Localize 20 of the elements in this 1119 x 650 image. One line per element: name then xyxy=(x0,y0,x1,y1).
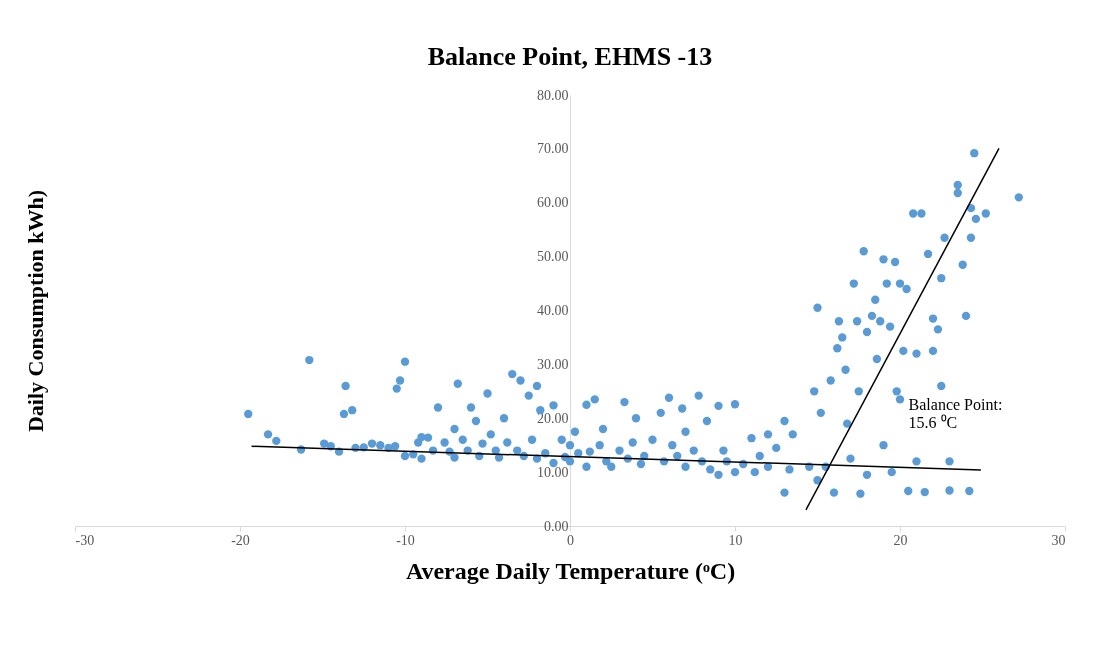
x-tick-label: 20 xyxy=(893,532,908,548)
x-axis-title: Average Daily Temperature (ᵒC) xyxy=(405,557,736,584)
y-tick-label: 10.00 xyxy=(537,464,569,480)
x-tick-label: 0 xyxy=(567,532,574,548)
x-tick-label: -10 xyxy=(396,532,415,548)
x-tick-label: -20 xyxy=(231,532,250,548)
annotation: Balance Point: 15.6 ⁰C xyxy=(908,395,1003,431)
y-tick-label: 80.00 xyxy=(537,87,569,103)
y-tick-label: 0.00 xyxy=(544,518,569,534)
x-tick-label: -30 xyxy=(75,532,95,548)
y-tick-label: 20.00 xyxy=(537,410,569,426)
y-tick-label: 60.00 xyxy=(537,195,569,211)
chart-title: Balance Point, EHMS -13 xyxy=(427,42,713,71)
y-tick-label: 70.00 xyxy=(537,141,569,157)
x-tick-label: 30 xyxy=(1051,532,1066,548)
y-tick-label: 30.00 xyxy=(537,356,569,372)
x-tick-label: 10 xyxy=(728,532,743,548)
y-axis-title: Daily Consumption kWh) xyxy=(22,189,48,433)
y-tick-label: 50.00 xyxy=(537,249,569,265)
y-tick-label: 40.00 xyxy=(537,303,569,318)
